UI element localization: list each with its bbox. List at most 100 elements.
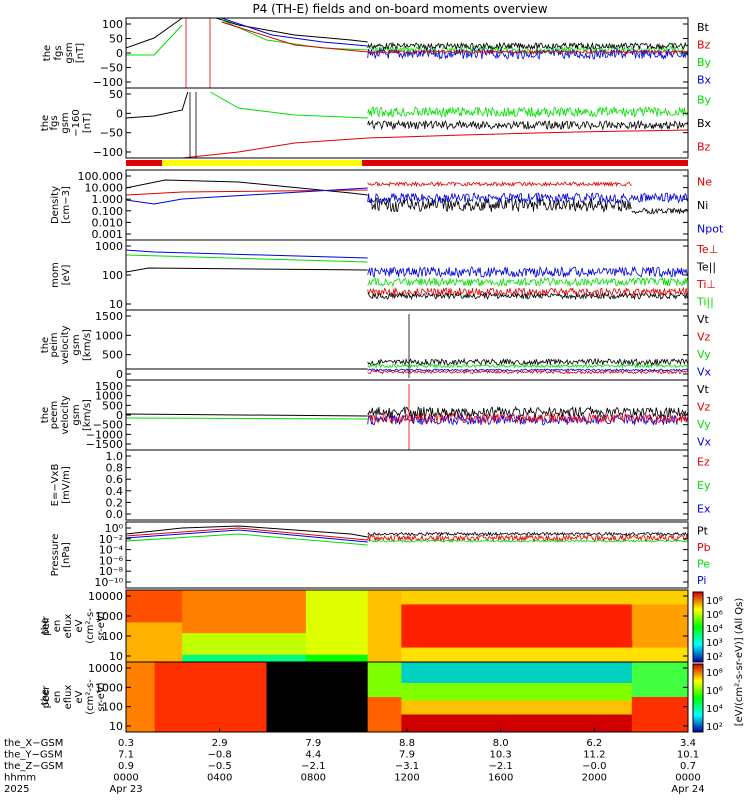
tipar-line [367, 276, 689, 288]
bt-line [367, 41, 689, 51]
y-axis-label: sr-eV) [96, 682, 107, 711]
legend-entry: Npot [697, 222, 724, 235]
footer-value: −2.1 [489, 761, 513, 772]
colorbar-tick-label: 10⁴ [706, 704, 723, 715]
vt-line [367, 357, 689, 367]
y-tick-label: 0.2 [106, 496, 124, 509]
legend-entry: Te|| [696, 260, 716, 273]
by-line [126, 24, 183, 56]
y-axis-label: the [40, 407, 51, 423]
legend-entry: Bz [697, 140, 711, 153]
spectrogram-cell [401, 683, 633, 701]
y-tick-label: 100 [102, 269, 123, 282]
spectrogram-cell [401, 590, 689, 605]
legend-entry: By [697, 56, 712, 69]
y-tick-label: 1000 [95, 390, 123, 403]
footer-value: 1600 [488, 773, 513, 784]
spectrogram-cell [126, 590, 183, 623]
y-axis-label: sr-eV) [96, 611, 107, 640]
ni-line [631, 207, 689, 215]
peim-traces [126, 314, 689, 378]
legend-entry: Pe [697, 557, 710, 570]
footer-row-label: the_Z−GSM [4, 761, 63, 772]
teperp-line [367, 286, 689, 298]
colorbar-tick-label: 10⁸ [706, 668, 723, 679]
y-tick-label: 50 [109, 88, 123, 101]
panel-frame-pressure [125, 521, 689, 589]
footer-value: 10.1 [677, 750, 699, 761]
y-axis-label: fgs [53, 45, 64, 60]
pressure-traces [125, 525, 689, 546]
y-axis-label: fgs [49, 115, 60, 130]
spectrogram-cell [401, 604, 633, 649]
legend-entry: Vz [697, 330, 711, 343]
y-axis-label: eflux [63, 614, 74, 639]
by-line [210, 91, 368, 119]
colorbar-tick-label: 10² [706, 652, 723, 663]
y-tick-label: 0.100 [92, 205, 124, 218]
legend-entry: Vt [697, 383, 710, 396]
teperp-line [367, 265, 689, 279]
footer-value: 0.7 [680, 761, 696, 772]
y-axis-label: [nT] [82, 113, 93, 133]
npot-line [367, 192, 689, 205]
y-axis-label: [cm−3] [61, 186, 72, 224]
colorbar-tick-label: 10⁸ [706, 596, 723, 607]
legend-entry: Vt [697, 313, 710, 326]
footer-value: 6.2 [586, 738, 602, 749]
y-tick-label: 10 [109, 298, 123, 311]
footer-value: 0.3 [118, 738, 134, 749]
orbit-bar-segment [362, 160, 688, 166]
legend-entry: Bz [697, 38, 711, 51]
y-axis-label: velocity [60, 395, 71, 434]
y-axis-label: gsm [60, 112, 71, 133]
spectrogram-cell [401, 714, 633, 733]
footer-row-label: 2025 [4, 784, 29, 795]
legend-entry: Ti|| [696, 295, 714, 308]
bx-line [367, 119, 689, 131]
y-axis-label: Pressure [50, 534, 61, 577]
y-tick-label: −100 [93, 146, 123, 159]
spectrogram-cell [305, 590, 369, 656]
footer-value: 0.9 [118, 761, 134, 772]
footer-value: 10.3 [490, 750, 512, 761]
pe-line [125, 533, 368, 546]
y-tick-label: 0 [116, 47, 123, 60]
vt-line [367, 405, 689, 418]
ni-line [125, 179, 368, 196]
footer-value: 11.2 [583, 750, 605, 761]
pb-line [367, 533, 689, 543]
y-tick-label: 500 [102, 349, 123, 362]
y-tick-label: −50 [100, 62, 123, 75]
tepar-line [125, 267, 368, 273]
spectrogram-cell [401, 662, 633, 684]
y-axis-label: [nT] [75, 43, 86, 63]
y-tick-label: 0.001 [92, 228, 124, 241]
pb-line [125, 527, 368, 541]
spectrogram-cell [631, 662, 689, 698]
y-axis-label: en [52, 691, 63, 704]
vt-line [125, 413, 368, 417]
vz-line [367, 369, 689, 375]
spectrogram-cell [126, 622, 183, 663]
y-tick-label: 10 [109, 650, 123, 663]
y-axis-label: eV [74, 690, 85, 703]
spectrogram-cell [631, 604, 689, 641]
colorbar-label: [eV/(cm²-s-sr-eV)] (All Qs) [734, 598, 745, 727]
ne-line [125, 189, 368, 196]
peer-spectrogram [126, 662, 689, 733]
y-tick-label: 0.0 [106, 508, 124, 521]
spectrogram-cell [182, 654, 307, 663]
teperp-line [125, 249, 368, 259]
y-axis-label: eflux [63, 685, 74, 710]
colorbar-tick-label: 10⁶ [706, 686, 723, 697]
y-tick-label: 10 [109, 720, 123, 733]
legend-entry: Bt [697, 21, 710, 34]
y-axis-label: (cm²-s- [85, 679, 96, 715]
spectrogram-cell [401, 700, 633, 715]
spectrogram-cell [182, 590, 307, 634]
footer-value: 7.9 [399, 750, 415, 761]
legend-entry: Bx [697, 117, 712, 130]
plot-title: P4 (TH-E) fields and on-board moments ov… [252, 2, 547, 16]
pi-line [125, 529, 368, 543]
